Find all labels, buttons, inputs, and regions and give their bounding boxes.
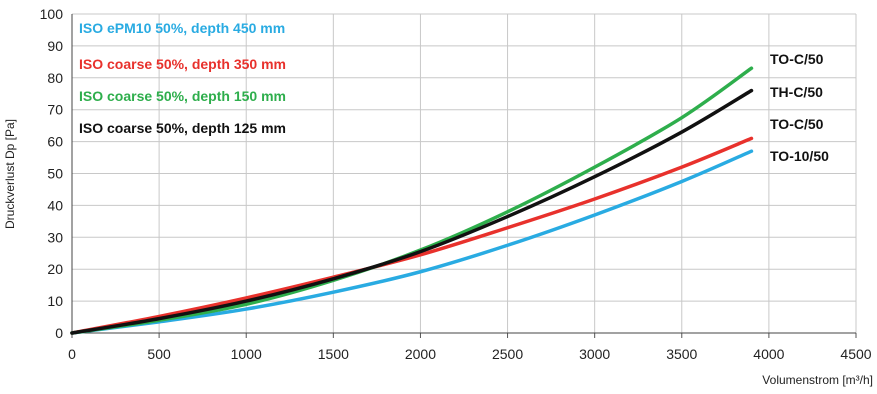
y-tick-label: 50 (47, 166, 63, 182)
series-line-1 (70, 136, 754, 335)
x-axis-label: Volumenstrom [m³/h] (762, 373, 873, 387)
y-tick-label: 20 (47, 261, 63, 277)
y-axis-label: Druckverlust Dp [Pa] (3, 119, 17, 229)
legend-entry-0: ISO ePM10 50%, depth 450 mm (79, 20, 285, 36)
y-tick-label: 80 (47, 70, 63, 86)
y-tick-label: 100 (40, 6, 64, 22)
x-tick-label: 2000 (405, 346, 436, 362)
end-label-0: TO-10/50 (770, 148, 829, 164)
x-tick-label: 4000 (753, 346, 784, 362)
x-tick-labels: 0 500 1000 1500 2000 2500 3000 3500 4000 4500 (68, 346, 872, 362)
x-tick-label: 1000 (231, 346, 262, 362)
end-label-3: TH-C/50 (770, 84, 823, 100)
x-tick-label: 3000 (579, 346, 610, 362)
y-tick-label: 90 (47, 38, 63, 54)
x-tick-label: 4500 (840, 346, 871, 362)
legend-entry-2: ISO coarse 50%, depth 150 mm (79, 88, 286, 104)
y-tick-label: 60 (47, 134, 63, 150)
series-line-2 (70, 66, 754, 335)
x-tick-label: 500 (147, 346, 171, 362)
legend-entry-3: ISO coarse 50%, depth 125 mm (79, 120, 286, 136)
series-line-0 (70, 149, 754, 335)
legend-entry-1: ISO coarse 50%, depth 350 mm (79, 56, 286, 72)
series-lines (70, 66, 754, 335)
x-tick-label: 3500 (666, 346, 697, 362)
axes (71, 14, 857, 338)
y-tick-label: 10 (47, 293, 63, 309)
y-tick-label: 0 (55, 325, 63, 341)
x-tick-label: 2500 (492, 346, 523, 362)
series-end-labels: TO-C/50 TH-C/50 TO-C/50 TO-10/50 (770, 51, 829, 164)
end-label-2: TO-C/50 (770, 51, 824, 67)
series-line-3 (70, 88, 754, 335)
x-tick-label: 0 (68, 346, 76, 362)
end-label-1: TO-C/50 (770, 116, 824, 132)
y-tick-label: 40 (47, 197, 63, 213)
y-tick-labels: 0 10 20 30 40 50 60 70 80 90 100 (40, 6, 64, 341)
y-tick-label: 30 (47, 229, 63, 245)
x-tick-label: 1500 (318, 346, 349, 362)
y-tick-label: 70 (47, 102, 63, 118)
legend: ISO ePM10 50%, depth 450 mm ISO coarse 50… (79, 20, 286, 136)
